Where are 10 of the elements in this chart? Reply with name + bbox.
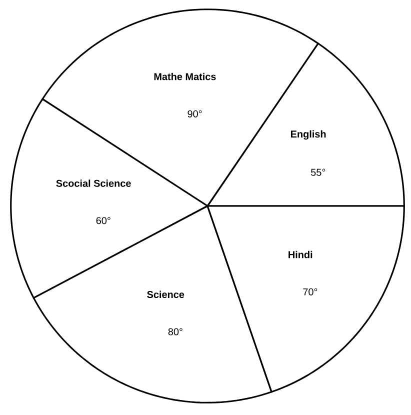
slice-label: Hindi: [288, 250, 312, 258]
data-label: 90°: [188, 110, 202, 118]
slice-label: English: [290, 130, 326, 140]
data-label: 55°: [311, 168, 326, 176]
data-label: 80°: [168, 328, 182, 336]
slice-label: Science: [147, 290, 184, 298]
slice-label: Mathe Matics: [154, 72, 216, 80]
data-label: 60°: [96, 217, 110, 224]
slice-label: Scocial Science: [56, 180, 131, 187]
data-label: 70°: [303, 288, 318, 296]
